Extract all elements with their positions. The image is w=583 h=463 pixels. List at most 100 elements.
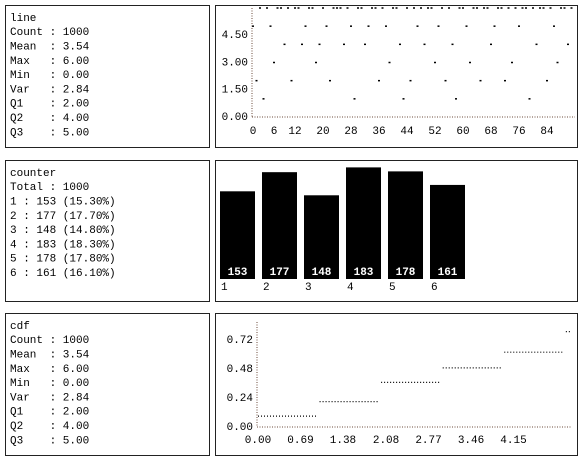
stats-title: cdf: [10, 321, 30, 333]
point: [339, 7, 342, 9]
stats-line: Mean : 3.54: [10, 42, 90, 54]
point: [511, 61, 513, 64]
x-tick-label: 6: [431, 282, 438, 294]
stats-line: Total : 1000: [10, 182, 89, 194]
point: [381, 7, 384, 9]
point: [367, 25, 370, 27]
chart-box: [215, 313, 578, 456]
point: [280, 7, 282, 9]
stats-title: line: [10, 13, 36, 25]
y-tick-label: 3.00: [222, 57, 248, 69]
point: [322, 7, 324, 9]
point: [483, 7, 485, 9]
point: [448, 7, 450, 9]
x-tick-label: 6: [271, 126, 278, 138]
stats-line: Var : 2.84: [10, 84, 90, 96]
point: [364, 43, 366, 46]
x-tick-label: 3.46: [458, 435, 484, 447]
point: [252, 25, 254, 27]
point: [567, 43, 569, 46]
stats-line: Count : 1000: [10, 335, 89, 347]
x-tick-label: 0.00: [245, 435, 271, 447]
stats-line: Q1 : 2.00: [10, 99, 89, 111]
point: [402, 98, 405, 100]
stats-line: Var : 2.84: [10, 392, 90, 404]
stats-line: Min : 0.00: [10, 378, 89, 390]
point: [304, 25, 307, 27]
point: [346, 7, 349, 9]
point: [350, 25, 352, 27]
point: [308, 7, 310, 9]
stats-line: Q3 : 5.00: [10, 435, 89, 447]
bar: [430, 184, 465, 279]
point: [472, 7, 475, 9]
point: [451, 43, 454, 46]
bar: [304, 195, 339, 279]
point: [406, 7, 408, 9]
y-tick-label: 1.50: [222, 85, 248, 97]
bar-value-label: 183: [354, 267, 374, 279]
stats-line: 2 : 177 (17.70%): [10, 211, 116, 223]
point: [409, 79, 412, 82]
x-tick-label: 0: [250, 126, 257, 138]
chart-panel: 0.00 1.50 3.00 4.50 0 6 12 20 28 36 44 52 60 68 76 84: [215, 5, 578, 148]
point: [462, 7, 464, 9]
point: [353, 98, 356, 100]
panel-row: counter Total : 1000 1 : 153 (15.30%) 2 : 1…: [5, 160, 578, 302]
point: [297, 7, 300, 9]
stats-box: [5, 5, 210, 148]
point: [560, 7, 562, 9]
point: [374, 7, 377, 9]
point: [497, 7, 499, 9]
y-tick-label: 0.48: [227, 364, 253, 376]
point: [490, 43, 492, 46]
x-tick-label: 44: [400, 126, 414, 138]
panel-row: line Count : 1000 Mean : 3.54 Max : 6.00 Min…: [5, 5, 578, 148]
point: [546, 79, 548, 82]
bar-value-label: 161: [438, 267, 458, 279]
point: [455, 98, 457, 100]
point: [563, 7, 566, 9]
point: [315, 61, 317, 64]
y-tick-label: 0.00: [227, 422, 253, 434]
point: [444, 79, 447, 82]
stats-panel: line Count : 1000 Mean : 3.54 Max : 6.00 Min…: [5, 5, 210, 148]
point: [437, 25, 440, 27]
x-tick-label: 52: [428, 126, 441, 138]
stats-line: Max : 6.00: [10, 364, 89, 376]
stats-line: 4 : 183 (18.30%): [10, 239, 116, 251]
bar: [220, 191, 255, 279]
point: [528, 98, 531, 100]
x-tick-label: 76: [512, 126, 525, 138]
stats-line: Mean : 3.54: [10, 350, 90, 362]
y-tick-label: 0.24: [227, 393, 254, 405]
point: [276, 7, 279, 9]
point: [553, 25, 555, 27]
stats-line: Q2 : 4.00: [10, 113, 89, 125]
point: [283, 43, 286, 46]
stats-panel: counter Total : 1000 1 : 153 (15.30%) 2 : 1…: [5, 160, 210, 302]
point: [318, 43, 321, 46]
x-tick-label: 2.08: [373, 435, 399, 447]
x-tick-label: 4.15: [500, 435, 526, 447]
x-tick-label: 36: [372, 126, 385, 138]
x-tick-label: 5: [389, 282, 396, 294]
stats-line: Q3 : 5.00: [10, 127, 89, 139]
stats-panel: cdf Count : 1000 Mean : 3.54 Max : 6.00 Min …: [5, 313, 210, 456]
stats-line: 6 : 161 (16.10%): [10, 268, 116, 280]
point: [388, 61, 391, 64]
point: [273, 61, 275, 64]
x-tick-label: 2: [263, 282, 270, 294]
stats-title: counter: [10, 168, 56, 180]
point: [255, 79, 258, 82]
point: [329, 79, 331, 82]
point: [479, 79, 482, 82]
point: [500, 7, 503, 9]
point: [423, 43, 426, 46]
point: [287, 7, 289, 9]
point: [395, 7, 398, 9]
bar-value-label: 177: [270, 267, 290, 279]
stats-line: 3 : 148 (14.80%): [10, 225, 116, 237]
point: [525, 7, 527, 9]
